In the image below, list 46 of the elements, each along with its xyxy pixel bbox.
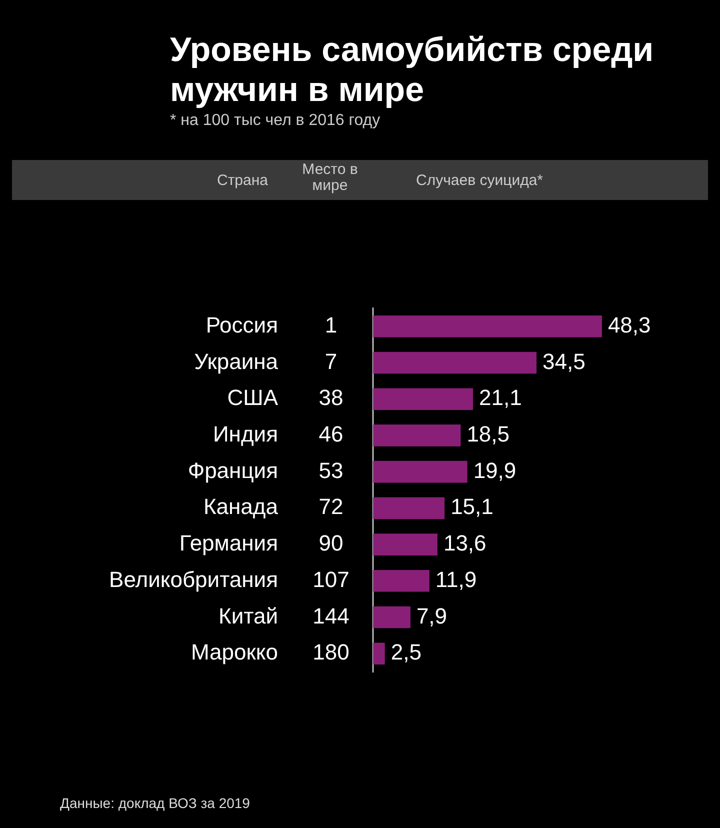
data-label: 34,5 (542, 348, 586, 374)
data-label: 11,9 (435, 566, 477, 592)
text: Данные: доклад ВОЗ за 2019 (60, 795, 250, 811)
data-label: 48,3 (608, 312, 651, 338)
text: Страна (216, 172, 268, 189)
bar (373, 642, 385, 665)
bar (373, 460, 468, 483)
data-label: 7,9 (416, 603, 448, 628)
y-tick-label: Индия (212, 422, 278, 447)
data-label: 15,1 (450, 494, 494, 520)
data-label: 18,5 (466, 422, 510, 447)
bar (373, 570, 430, 592)
y-tick-label: США (227, 385, 278, 410)
data-label: 19,9 (473, 458, 516, 483)
chart-title: Уровень самоубийств среди мужчин в мире (170, 30, 655, 110)
y-tick-label: Марокко (190, 640, 278, 665)
y-tick-label: Великобритания (109, 566, 278, 592)
bar (373, 315, 602, 338)
y-tick-label: Канада (203, 494, 279, 520)
bar (373, 388, 474, 410)
text: 72 (318, 494, 344, 520)
text: 46 (318, 422, 344, 447)
text: Место в мире (301, 161, 359, 194)
chart-subtitle: * на 100 тыс чел в 2016 году (170, 112, 380, 130)
y-tick-label: Украина (194, 348, 279, 374)
text: 1 (324, 312, 338, 338)
bar (373, 534, 438, 556)
data-label: 21,1 (479, 385, 522, 410)
y-tick-label: Китай (218, 603, 278, 628)
text: 107 (312, 566, 350, 592)
text: 53 (318, 458, 344, 483)
bar (373, 606, 410, 628)
text: 144 (312, 603, 350, 628)
y-tick-label: Россия (206, 312, 278, 338)
data-label: 2,5 (390, 640, 422, 665)
y-tick-label: Германия (179, 530, 278, 556)
data-label: 13,6 (443, 530, 486, 556)
text: 38 (318, 385, 344, 410)
bar (373, 497, 445, 520)
bar (373, 424, 461, 446)
text: 7 (324, 348, 338, 374)
y-tick-label: Франция (188, 458, 278, 483)
bar (373, 352, 537, 374)
text: 180 (312, 640, 350, 665)
text: Случаев суицида* (416, 172, 544, 189)
text: 90 (318, 530, 344, 556)
